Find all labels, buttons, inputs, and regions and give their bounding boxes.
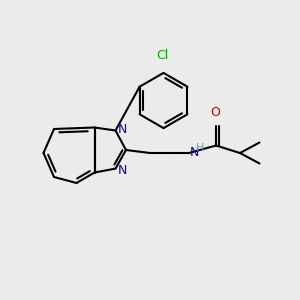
Text: N: N [118, 164, 127, 177]
Text: N: N [190, 146, 199, 159]
Text: H: H [196, 142, 204, 153]
Text: N: N [118, 122, 127, 136]
Text: Cl: Cl [156, 50, 168, 62]
Text: O: O [211, 106, 220, 119]
